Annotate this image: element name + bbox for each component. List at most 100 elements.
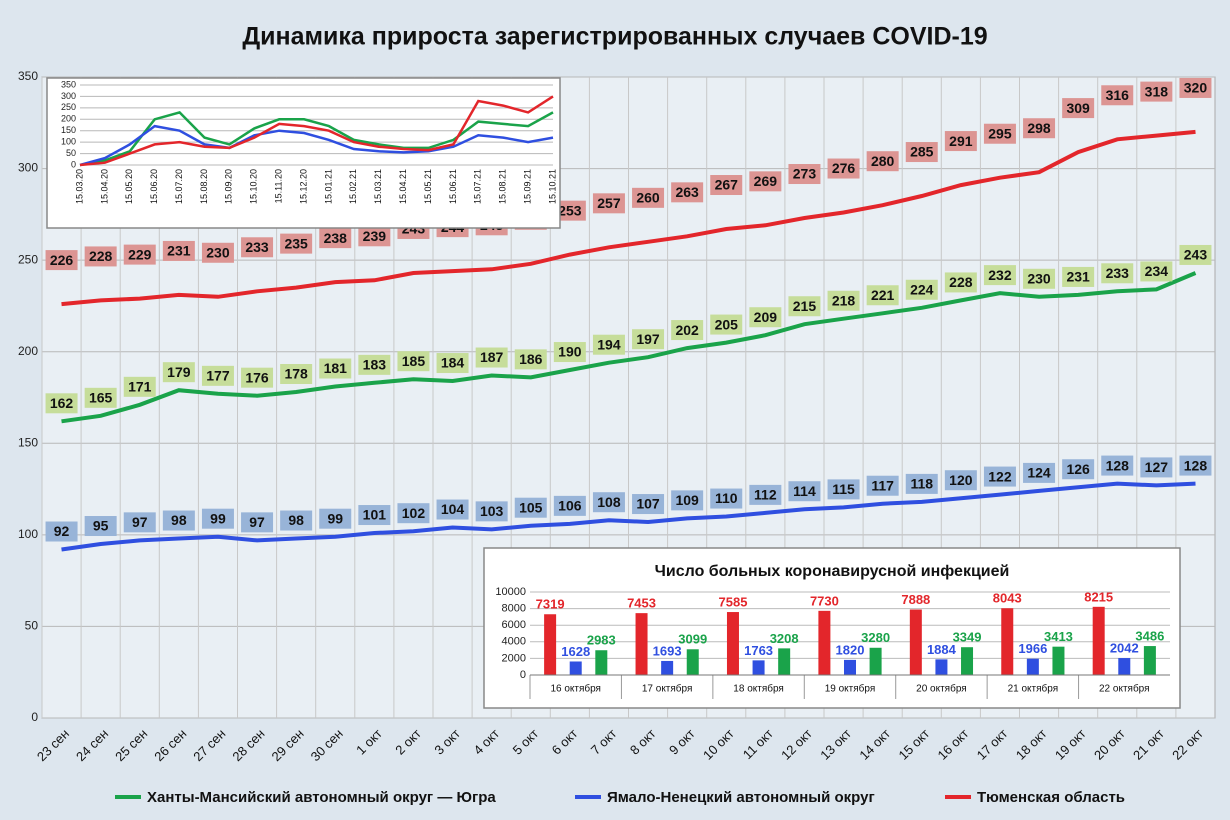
label-box [1062,266,1095,287]
data-label: 103 [480,503,504,519]
label-box [45,250,78,271]
data-label: 124 [1027,465,1051,481]
data-label: 229 [128,246,152,262]
x-tick-label: 16 октября [550,683,601,695]
legend-label: Ханты-Мансийский автономный округ — Югра [147,789,496,806]
data-label: 115 [832,481,855,497]
y-tick-label: 150 [61,125,76,135]
bar [569,661,582,675]
x-tick-label: 17 октября [642,683,693,695]
label-box [710,175,743,196]
data-label: 221 [871,287,895,303]
x-tick-label: 15.05.21 [423,169,433,204]
label-box [1023,118,1056,139]
data-label: 114 [793,483,816,499]
data-label: 3099 [678,632,707,647]
label-box [319,228,352,249]
series-line [79,95,554,167]
data-label: 3486 [1135,629,1164,644]
label-box [827,479,860,500]
data-label: 118 [910,476,933,492]
data-label: 128 [1106,457,1130,473]
label-box [788,481,821,502]
label-box [827,158,860,179]
label-box [671,320,704,341]
data-label: 243 [1184,247,1208,263]
data-label: 179 [167,364,191,380]
data-label: 99 [210,510,226,526]
data-label: 232 [988,267,1012,283]
data-label: 231 [1066,269,1090,285]
data-label: 228 [89,248,113,264]
inset-title: Число больных коронавирусной инфекцией [655,563,1010,580]
data-label: 126 [1066,461,1090,477]
y-tick-label: 8000 [502,603,526,615]
label-box [905,142,938,163]
data-label: 197 [636,331,660,347]
bar [661,660,674,675]
label-box [201,365,234,386]
data-label: 7453 [627,596,656,611]
x-tick-label: 15.09.21 [522,169,532,204]
label-box [123,376,156,397]
label-box [1023,462,1056,483]
data-label: 267 [715,177,739,193]
data-label: 320 [1184,80,1208,96]
label-box [475,347,508,368]
data-label: 108 [597,494,621,510]
y-tick-label: 350 [18,69,38,83]
data-label: 98 [288,512,304,528]
series-line [61,129,1196,307]
label-box [280,233,313,254]
data-label: 3349 [953,630,982,645]
data-label: 215 [793,298,817,314]
label-box [241,367,274,388]
data-label: 260 [636,190,660,206]
label-box [201,242,234,263]
x-tick-label: 19 октября [825,683,876,695]
x-tick-label: 15.10.21 [547,169,557,204]
x-tick-label: 15.01.21 [323,169,333,204]
label-box [1140,81,1173,102]
data-label: 273 [793,166,817,182]
label-box [866,475,899,496]
data-label: 280 [871,153,895,169]
label-box [788,296,821,317]
label-box [905,473,938,494]
label-box [397,351,430,372]
label-box [592,492,625,513]
label-box [788,164,821,185]
label-box [632,187,665,208]
data-label: 117 [871,477,894,493]
y-tick-label: 250 [61,102,76,112]
chart-title: Динамика прироста зарегистрированных слу… [242,23,987,51]
data-label: 202 [675,322,699,338]
data-label: 230 [206,244,230,260]
label-box [592,334,625,355]
label-box [749,484,782,505]
bar [1092,606,1105,675]
y-tick-label: 350 [61,79,76,89]
x-tick-label: 18 октября [733,683,784,695]
label-box [553,342,586,363]
label-box [358,505,391,526]
label-box [866,285,899,306]
bar [909,609,922,675]
data-label: 7319 [536,597,565,612]
data-label: 205 [715,316,739,332]
data-label: 8215 [1084,589,1113,604]
label-box [944,131,977,152]
y-tick-label: 50 [66,148,76,158]
label-box [944,470,977,491]
data-label: 109 [675,492,699,508]
label-box [162,240,195,261]
data-label: 162 [50,395,74,411]
label-box [514,349,547,370]
data-label: 97 [249,514,265,530]
bar [961,647,974,675]
y-tick-label: 50 [25,619,39,633]
y-tick-label: 0 [31,710,38,724]
data-label: 99 [327,510,343,526]
data-label: 285 [910,144,934,160]
